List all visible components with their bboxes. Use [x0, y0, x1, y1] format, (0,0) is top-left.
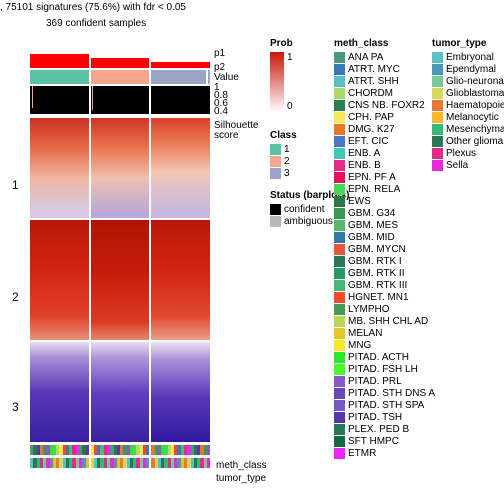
- row-label-2: 2: [12, 290, 19, 304]
- title-1: , 75101 signatures (75.6%) with fdr < 0.…: [0, 2, 186, 13]
- ann-silhouette: [30, 86, 210, 114]
- legend-class: Class 123: [270, 130, 297, 180]
- row-label-1: 1: [12, 178, 19, 192]
- legend-meth-class: meth_class ANA PAATRT. MYCATRT. SHHCHORD…: [334, 38, 435, 460]
- bottom-label-meth: meth_class: [216, 460, 267, 471]
- title-2: 369 confident samples: [46, 18, 146, 29]
- dendro-stairs: [30, 48, 210, 68]
- row-label-3: 3: [12, 400, 19, 414]
- bottom-ann-meth: [30, 445, 210, 455]
- heatmap-body: [30, 118, 210, 442]
- figure-root: , 75101 signatures (75.6%) with fdr < 0.…: [0, 0, 504, 504]
- bottom-ann-tumor: [30, 458, 210, 468]
- bottom-label-tumor: tumor_type: [216, 473, 266, 484]
- ann-class: [30, 70, 210, 84]
- legend-prob: Prob 1 0: [270, 38, 293, 112]
- heatmap-area: [30, 48, 210, 478]
- legend-tumor-type: tumor_type EmbryonalEpendymalGlio-neuron…: [432, 38, 504, 172]
